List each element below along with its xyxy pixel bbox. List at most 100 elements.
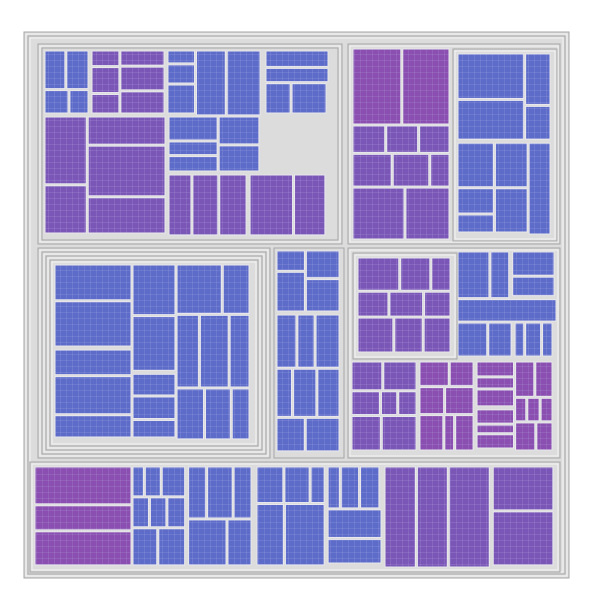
ml-a-2-0-1-grid	[223, 265, 249, 314]
tr-b-1-2-grid	[430, 154, 449, 187]
tr-b-0-1-grid	[386, 126, 418, 153]
tl-a-1-1-grid	[69, 90, 88, 113]
mr-c-1-0-2-grid	[477, 389, 514, 406]
tl-b-1-1-grid	[120, 67, 164, 90]
mr-b-2-0-1-grid	[488, 323, 512, 356]
tr-c-0-0-1-grid	[458, 100, 524, 140]
mr-c-2-0-1-grid	[535, 362, 552, 397]
mr-c-0-2-2-grid	[455, 415, 474, 450]
tl-c-1-1-grid	[227, 51, 260, 115]
b-c-1-1-0-grid	[328, 509, 381, 538]
b-c-1-1-1-grid	[328, 539, 381, 563]
b-d-1-1-grid	[493, 511, 553, 565]
tl-d-2-0-grid	[266, 83, 291, 113]
tl-d-1-grid	[266, 68, 328, 82]
ml-b-0-1-0-grid	[306, 251, 339, 278]
b-a-1-grid	[35, 505, 131, 530]
mr-c-2-2-1-grid	[536, 422, 552, 450]
mr-c-1-1-0-grid	[477, 409, 514, 424]
b-b-0-1-1-grid	[150, 497, 166, 527]
tl-e-1-1-grid	[88, 146, 165, 196]
b-c-0-0-2-grid	[311, 467, 325, 503]
ml-b-1-2-1-grid	[306, 418, 339, 451]
tl-g-1-1-grid	[294, 175, 325, 235]
ml-a-1-0-1-grid	[133, 316, 176, 371]
mr-a-low-1-1-grid	[381, 391, 397, 415]
tr-c-0-0-0-grid	[458, 54, 524, 99]
ml-b-1-1-2-grid	[317, 369, 339, 417]
ml-b-0-1-1-grid	[306, 279, 339, 312]
mr-a-low-1-0-grid	[352, 391, 380, 415]
mr-b-2-1-1-grid	[525, 323, 541, 356]
b-d-0-1-grid	[417, 467, 448, 567]
tr-c-1-0-2-grid	[458, 215, 494, 232]
b-b-0-1-0-grid	[133, 497, 149, 527]
tl-d-2-1-grid	[292, 83, 326, 113]
mr-c-2-1-1-grid	[527, 398, 540, 421]
tl-g-0-2-grid	[219, 175, 247, 235]
tl-e-1-2-grid	[88, 197, 165, 233]
tl-g-1-0-grid	[250, 175, 293, 235]
tl-g-0-0-grid	[169, 175, 191, 235]
ml-a-0-0-1-grid	[55, 301, 132, 347]
ml-a-1-1-2-grid	[133, 420, 176, 437]
ml-b-1-0-2-grid	[316, 315, 339, 368]
tl-f-1-1-grid	[219, 145, 259, 171]
tl-b-0-2-grid	[92, 94, 119, 113]
b-c-1-0-2-grid	[360, 467, 379, 508]
tl-f-0-2-grid	[169, 156, 218, 171]
b-b-0-0-2-grid	[162, 467, 185, 496]
mr-c-1-1-2-grid	[477, 434, 514, 448]
tl-c-0-1-grid	[168, 64, 195, 84]
mr-a-low-2-1-grid	[382, 416, 416, 450]
mr-c-0-1-1-grid	[445, 387, 474, 414]
b-c-0-1-0-grid	[257, 504, 284, 565]
tl-f-0-1-grid	[169, 141, 218, 155]
tl-f-0-0-grid	[169, 117, 218, 140]
tl-c-0-0-grid	[168, 51, 195, 63]
tl-e-0-0-grid	[45, 117, 87, 184]
mr-a-2-2-grid	[424, 318, 450, 352]
tr-c-1-2-grid	[529, 143, 550, 234]
ml-a-0-0-0-grid	[55, 265, 132, 300]
mr-a-low-1-2-grid	[398, 391, 416, 415]
tr-b-0-2-grid	[419, 126, 449, 153]
tr-b-2-1-grid	[405, 188, 449, 239]
ml-b-1-0-1-grid	[297, 315, 315, 368]
b-c-0-0-1-grid	[284, 467, 310, 503]
ml-b-0-0-0-grid	[277, 251, 305, 271]
b-b-1-0-0-grid	[188, 467, 206, 518]
ml-a-2-0-0-grid	[177, 265, 222, 314]
tl-a-0-0-grid	[45, 51, 65, 89]
b-c-1-0-0-grid	[328, 467, 340, 508]
tr-c-1-0-1-grid	[458, 188, 494, 214]
b-b-0-2-0-grid	[133, 528, 157, 565]
mr-c-2-2-0-grid	[515, 422, 535, 450]
mr-c-0-2-0-grid	[420, 415, 443, 450]
mr-c-2-1-2-grid	[541, 398, 552, 421]
b-a-0-grid	[35, 467, 131, 504]
mr-c-2-0-0-grid	[515, 362, 534, 397]
ml-a-2-1-1-grid	[200, 315, 229, 387]
tr-c-1-1-1-grid	[495, 188, 528, 232]
tr-c-0-1-0-grid	[525, 54, 550, 105]
tr-a-1-grid	[402, 49, 449, 124]
mr-c-0-1-0-grid	[420, 387, 444, 414]
mr-a-low-0-0-grid	[352, 362, 382, 390]
ml-b-1-0-0-grid	[277, 315, 296, 368]
tl-c-1-0-grid	[196, 51, 226, 115]
tl-c-0-2-grid	[168, 85, 195, 113]
mr-b-0-0-1-grid	[490, 252, 509, 298]
mr-b-2-0-0-grid	[458, 323, 487, 356]
b-b-0-2-1-grid	[158, 528, 185, 565]
mr-a-2-0-grid	[358, 318, 393, 352]
mr-b-0-1-0-grid	[512, 252, 554, 276]
mr-b-0-1-1-grid	[512, 277, 554, 296]
tl-d-0-grid	[266, 51, 328, 67]
b-b-0-1-2-grid	[167, 497, 185, 527]
ml-a-2-2-0-grid	[177, 388, 204, 439]
ml-a-2-2-1-grid	[205, 388, 231, 439]
tl-e-1-0-grid	[88, 117, 165, 145]
mr-a-2-1-grid	[394, 318, 423, 352]
